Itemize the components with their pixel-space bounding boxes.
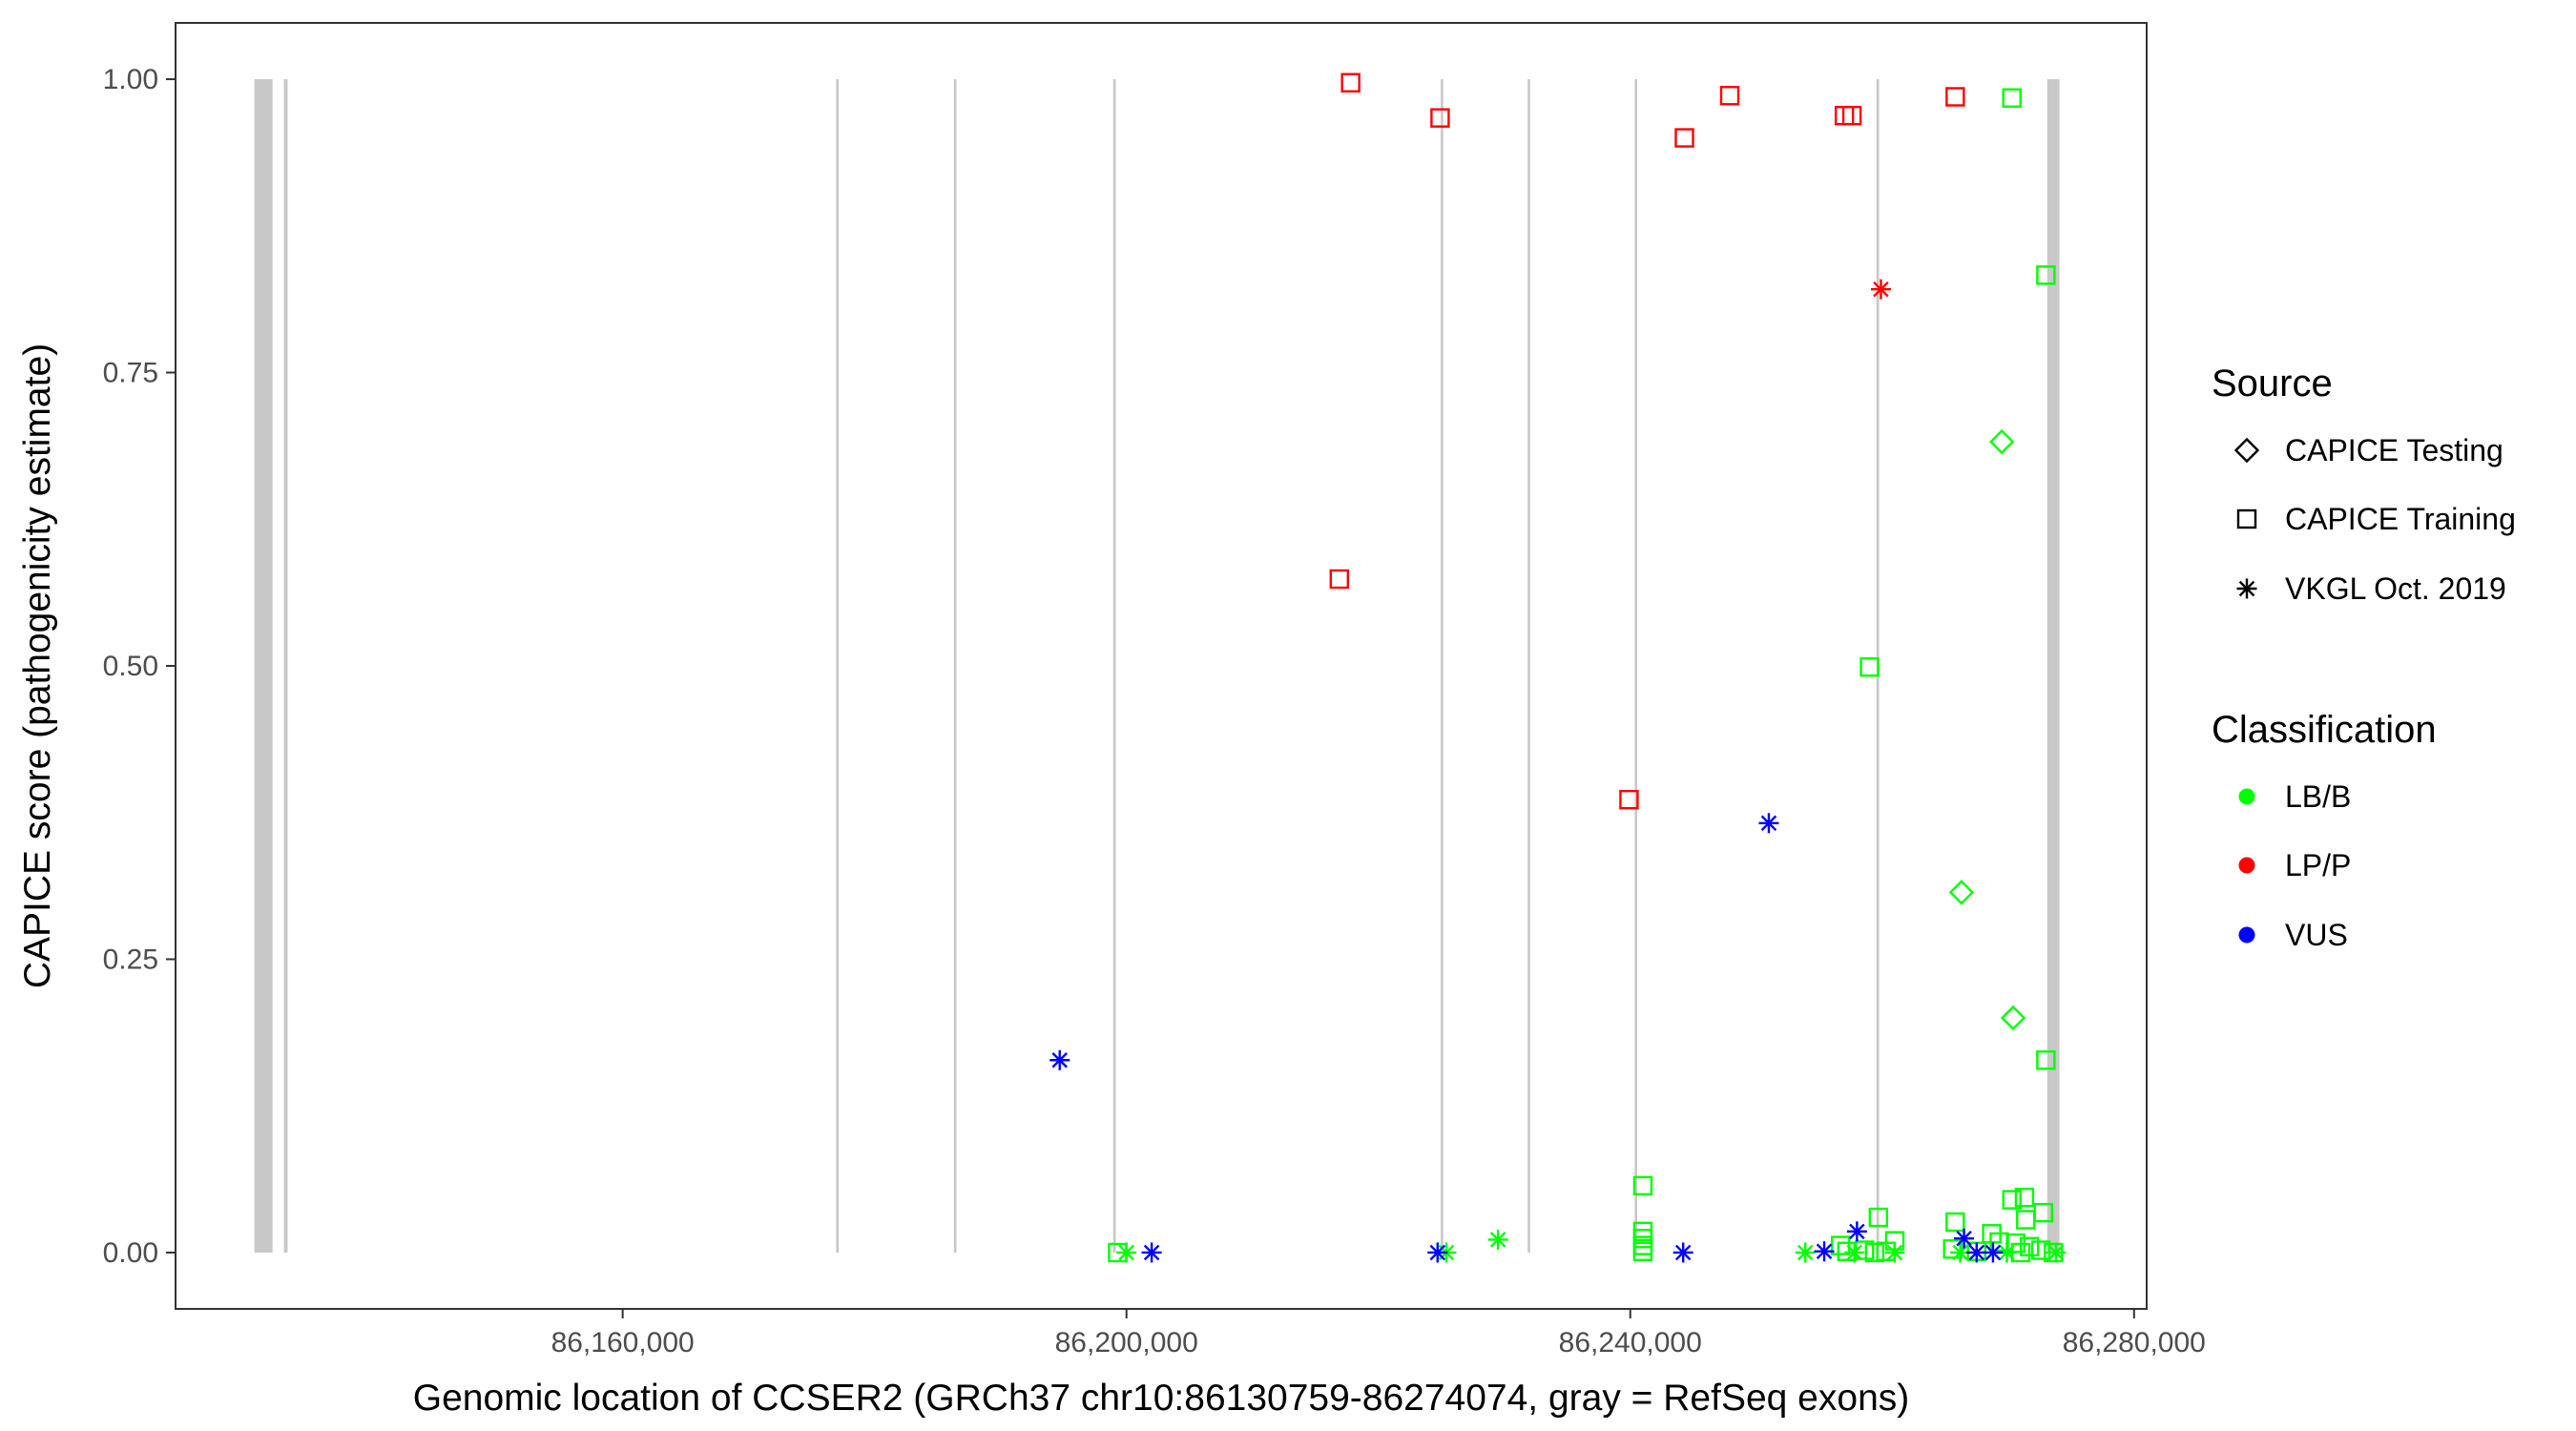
data-point bbox=[1141, 1242, 1162, 1263]
data-point bbox=[1632, 1175, 1653, 1196]
data-point bbox=[1049, 1049, 1070, 1070]
y-axis-title: CAPICE score (pathogenicity estimate) bbox=[17, 343, 58, 988]
data-point bbox=[1674, 128, 1694, 148]
data-point bbox=[2036, 1050, 2056, 1070]
legend-class-item-label: LB/B bbox=[2285, 779, 2351, 814]
exon-band bbox=[2046, 79, 2060, 1253]
data-points bbox=[1049, 73, 2067, 1263]
data-point bbox=[1329, 569, 1349, 590]
x-tick-label: 86,160,000 bbox=[551, 1327, 695, 1358]
data-point bbox=[1948, 880, 1975, 905]
legend-class-item-label: LP/P bbox=[2285, 848, 2351, 882]
data-point bbox=[1846, 1221, 1867, 1242]
data-point bbox=[1954, 1228, 1975, 1249]
legend-source-keys bbox=[2233, 437, 2260, 599]
legend-source-item-label: CAPICE Training bbox=[2285, 502, 2516, 536]
data-point bbox=[1758, 813, 1779, 834]
data-point bbox=[1945, 1212, 1965, 1233]
y-tick-label: 0.75 bbox=[103, 358, 158, 389]
data-point bbox=[1430, 108, 1450, 128]
data-point bbox=[2002, 88, 2022, 108]
data-point bbox=[2000, 1005, 2026, 1031]
legend-class-key-dot bbox=[2238, 926, 2255, 944]
exon-band bbox=[953, 79, 957, 1253]
data-point bbox=[1870, 279, 1891, 300]
data-point bbox=[2014, 1187, 2035, 1208]
data-point bbox=[1831, 1235, 1851, 1255]
legend-source-title: Source bbox=[2212, 363, 2333, 404]
legend-class-key-dot bbox=[2238, 788, 2255, 805]
exon-band bbox=[254, 79, 273, 1253]
data-point bbox=[2002, 1190, 2022, 1210]
exon-band bbox=[1527, 79, 1530, 1253]
data-point bbox=[1868, 1207, 1889, 1228]
exon-band bbox=[1634, 79, 1638, 1253]
x-tick-label: 86,240,000 bbox=[1559, 1327, 1702, 1358]
data-point bbox=[1841, 105, 1862, 126]
legend-source-item-label: VKGL Oct. 2019 bbox=[2285, 571, 2506, 606]
data-point bbox=[1945, 87, 1965, 107]
data-point bbox=[1427, 1242, 1448, 1263]
data-point bbox=[1966, 1242, 1987, 1263]
legend-class-item-label: VUS bbox=[2285, 918, 2348, 952]
y-tick-label: 0.50 bbox=[103, 651, 158, 682]
exon-band bbox=[836, 79, 840, 1253]
legend-source-item-label: CAPICE Testing bbox=[2285, 433, 2503, 467]
data-point bbox=[1844, 1242, 1865, 1263]
data-point bbox=[1487, 1229, 1508, 1250]
data-point bbox=[1619, 790, 1639, 810]
data-point bbox=[1855, 1240, 1875, 1260]
data-point bbox=[1340, 73, 1361, 93]
y-tick-label: 1.00 bbox=[103, 64, 158, 95]
legend-source-key-asterisk bbox=[2236, 578, 2257, 599]
legend-source-key-diamond bbox=[2233, 437, 2260, 464]
data-point bbox=[1795, 1242, 1816, 1263]
data-point bbox=[2020, 1236, 2040, 1257]
data-point bbox=[1632, 1241, 1653, 1261]
y-tick-label: 0.25 bbox=[103, 944, 158, 975]
legend-source-key-square bbox=[2236, 508, 2257, 529]
legend-class-keys bbox=[2238, 788, 2255, 944]
data-point bbox=[2036, 265, 2056, 285]
x-tick-label: 86,280,000 bbox=[2063, 1327, 2206, 1358]
exon-band bbox=[1112, 79, 1116, 1253]
exon-band bbox=[1441, 79, 1444, 1253]
data-point bbox=[2033, 1202, 2053, 1223]
data-point bbox=[1983, 1242, 2004, 1263]
data-point bbox=[1884, 1242, 1905, 1263]
data-point bbox=[1672, 1242, 1693, 1263]
x-axis: 86,160,000 86,200,000 86,240,000 86,280,000 bbox=[551, 1309, 2206, 1358]
data-point bbox=[1116, 1242, 1137, 1263]
legend: Source CAPICE Testing CAPICE Training VK… bbox=[2212, 363, 2516, 952]
data-point bbox=[1988, 428, 2015, 455]
exon-band bbox=[283, 79, 288, 1253]
data-point bbox=[1864, 1242, 1885, 1263]
y-axis: 0.00 0.25 0.50 0.75 1.00 bbox=[103, 64, 176, 1269]
data-point bbox=[2046, 1242, 2067, 1263]
y-tick-label: 0.00 bbox=[103, 1237, 158, 1269]
legend-class-title: Classification bbox=[2212, 709, 2437, 751]
data-point bbox=[1859, 657, 1880, 677]
x-tick-label: 86,200,000 bbox=[1055, 1327, 1198, 1358]
data-point bbox=[1814, 1241, 1835, 1262]
x-axis-title: Genomic location of CCSER2 (GRCh37 chr10… bbox=[413, 1378, 1910, 1419]
data-point bbox=[2030, 1240, 2051, 1260]
data-point bbox=[1719, 86, 1740, 106]
legend-class-key-dot bbox=[2238, 857, 2255, 874]
